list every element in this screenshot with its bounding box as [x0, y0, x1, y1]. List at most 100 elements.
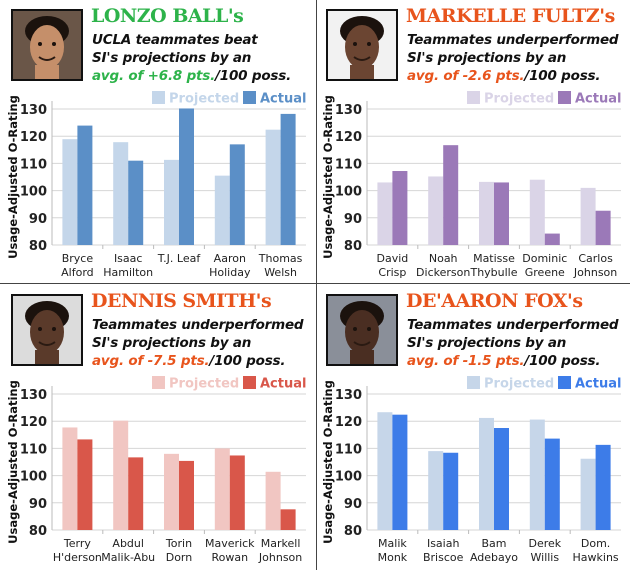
bar-actual — [77, 125, 93, 245]
player-title: DENNIS SMITH's — [91, 290, 272, 312]
bar-actual — [128, 457, 144, 530]
average-suffix: /100 poss. — [209, 353, 286, 369]
subtitle-line: SI's projections by an — [407, 335, 567, 351]
bar-projected — [265, 129, 281, 245]
bar-projected — [428, 176, 444, 245]
bar-projected — [214, 448, 230, 530]
y-tick-label: 120 — [20, 415, 47, 430]
x-tick-label: Bryce — [62, 252, 94, 265]
legend-swatch — [558, 91, 571, 104]
x-tick-label: T.J. Leaf — [157, 252, 202, 265]
bar-projected — [214, 175, 230, 245]
legend-swatch — [243, 376, 256, 389]
bar-projected — [580, 458, 596, 530]
subtitle-line: UCLA teammates beat — [92, 32, 258, 48]
bar-projected — [479, 181, 494, 245]
player-photo — [11, 9, 83, 81]
subtitle-line: SI's projections by an — [407, 50, 567, 66]
legend-label: Projected — [484, 377, 554, 392]
panel-dennis-smith: DENNIS SMITH's Teammates underperformed SI… — [0, 285, 315, 570]
bar-actual — [544, 233, 560, 245]
y-axis-label: Usage-Adjusted O-Rating — [6, 95, 20, 259]
average-highlight: avg. of -2.6 pts. — [407, 68, 525, 84]
x-tick-label: Holiday — [209, 266, 251, 279]
player-title: LONZO BALL's — [91, 5, 244, 27]
x-tick-label: Johnson — [573, 266, 617, 279]
x-tick-label: Dickerson — [416, 266, 470, 279]
y-tick-label: 110 — [20, 157, 47, 172]
average-highlight: avg. of -1.5 pts. — [407, 353, 525, 369]
x-tick-label: Abdul — [112, 537, 144, 550]
panel-lonzo-ball: LONZO BALL's UCLA teammates beat SI's proj… — [0, 0, 315, 285]
x-tick-label: Alford — [61, 266, 94, 279]
player-portrait-icon — [25, 16, 69, 79]
legend-label: Projected — [169, 377, 239, 392]
bar-projected — [377, 182, 393, 245]
legend-swatch — [152, 91, 165, 104]
average-suffix: /100 poss. — [524, 68, 601, 84]
bar-projected — [479, 417, 494, 530]
x-tick-label: Willis — [531, 551, 560, 564]
subtitle-line: avg. of -1.5 pts./100 poss. — [407, 353, 601, 369]
y-tick-label: 80 — [344, 524, 362, 539]
player-title: DE'AARON FOX's — [406, 290, 583, 312]
bar-projected — [113, 142, 129, 245]
bar-actual — [544, 438, 560, 530]
bar-actual — [595, 210, 611, 245]
bar-actual — [443, 145, 459, 245]
bar-actual — [77, 439, 93, 530]
x-tick-label: Isaac — [114, 252, 143, 265]
x-tick-label: Hawkins — [573, 551, 619, 564]
legend-swatch — [243, 91, 256, 104]
x-tick-label: Rowan — [212, 551, 249, 564]
bar-actual — [443, 452, 459, 530]
y-tick-label: 80 — [29, 524, 47, 539]
x-tick-label: David — [377, 252, 409, 265]
panel-deaaron-fox: DE'AARON FOX's Teammates underperformed SI… — [315, 285, 630, 570]
subtitle-line: Teammates underperformed — [407, 317, 619, 333]
x-tick-label: Johnson — [258, 551, 302, 564]
bar-actual — [392, 414, 408, 530]
y-tick-label: 110 — [335, 157, 362, 172]
legend-swatch — [467, 91, 480, 104]
bar-actual — [128, 160, 144, 245]
x-tick-label: Terry — [63, 537, 91, 550]
x-tick-label: Hamilton — [103, 266, 153, 279]
bar-projected — [62, 139, 78, 245]
legend-label: Actual — [575, 377, 621, 392]
bar-actual — [179, 108, 194, 246]
x-tick-label: Dominic — [522, 252, 567, 265]
x-tick-label: Greene — [525, 266, 565, 279]
bar-projected — [164, 159, 179, 245]
subtitle-line: SI's projections by an — [92, 335, 252, 351]
x-tick-label: Malik — [378, 537, 407, 550]
y-tick-label: 110 — [335, 442, 362, 457]
horizontal-divider — [0, 283, 630, 284]
bar-actual — [280, 509, 296, 530]
y-tick-label: 100 — [20, 470, 47, 485]
x-tick-label: Isaiah — [427, 537, 460, 550]
y-tick-label: 130 — [20, 388, 47, 403]
x-tick-label: Aaron — [214, 252, 246, 265]
bar-actual — [494, 428, 509, 530]
y-tick-label: 130 — [335, 388, 362, 403]
player-portrait-icon — [340, 16, 384, 79]
x-tick-label: Crisp — [378, 266, 406, 279]
x-tick-label: Carlos — [578, 252, 613, 265]
subtitle-line: avg. of -7.5 pts./100 poss. — [92, 353, 286, 369]
x-tick-label: Briscoe — [423, 551, 464, 564]
vertical-divider — [316, 0, 317, 570]
player-photo — [11, 294, 83, 366]
bar-projected — [265, 471, 281, 530]
legend-label: Projected — [484, 92, 554, 107]
legend-label: Actual — [260, 377, 306, 392]
y-tick-label: 100 — [335, 470, 362, 485]
y-axis-label: Usage-Adjusted O-Rating — [6, 380, 20, 544]
subtitle-line: Teammates underperformed — [407, 32, 619, 48]
y-tick-label: 120 — [20, 130, 47, 145]
bar-projected — [428, 451, 444, 530]
legend-label: Actual — [575, 92, 621, 107]
x-tick-label: Dom. — [581, 537, 610, 550]
